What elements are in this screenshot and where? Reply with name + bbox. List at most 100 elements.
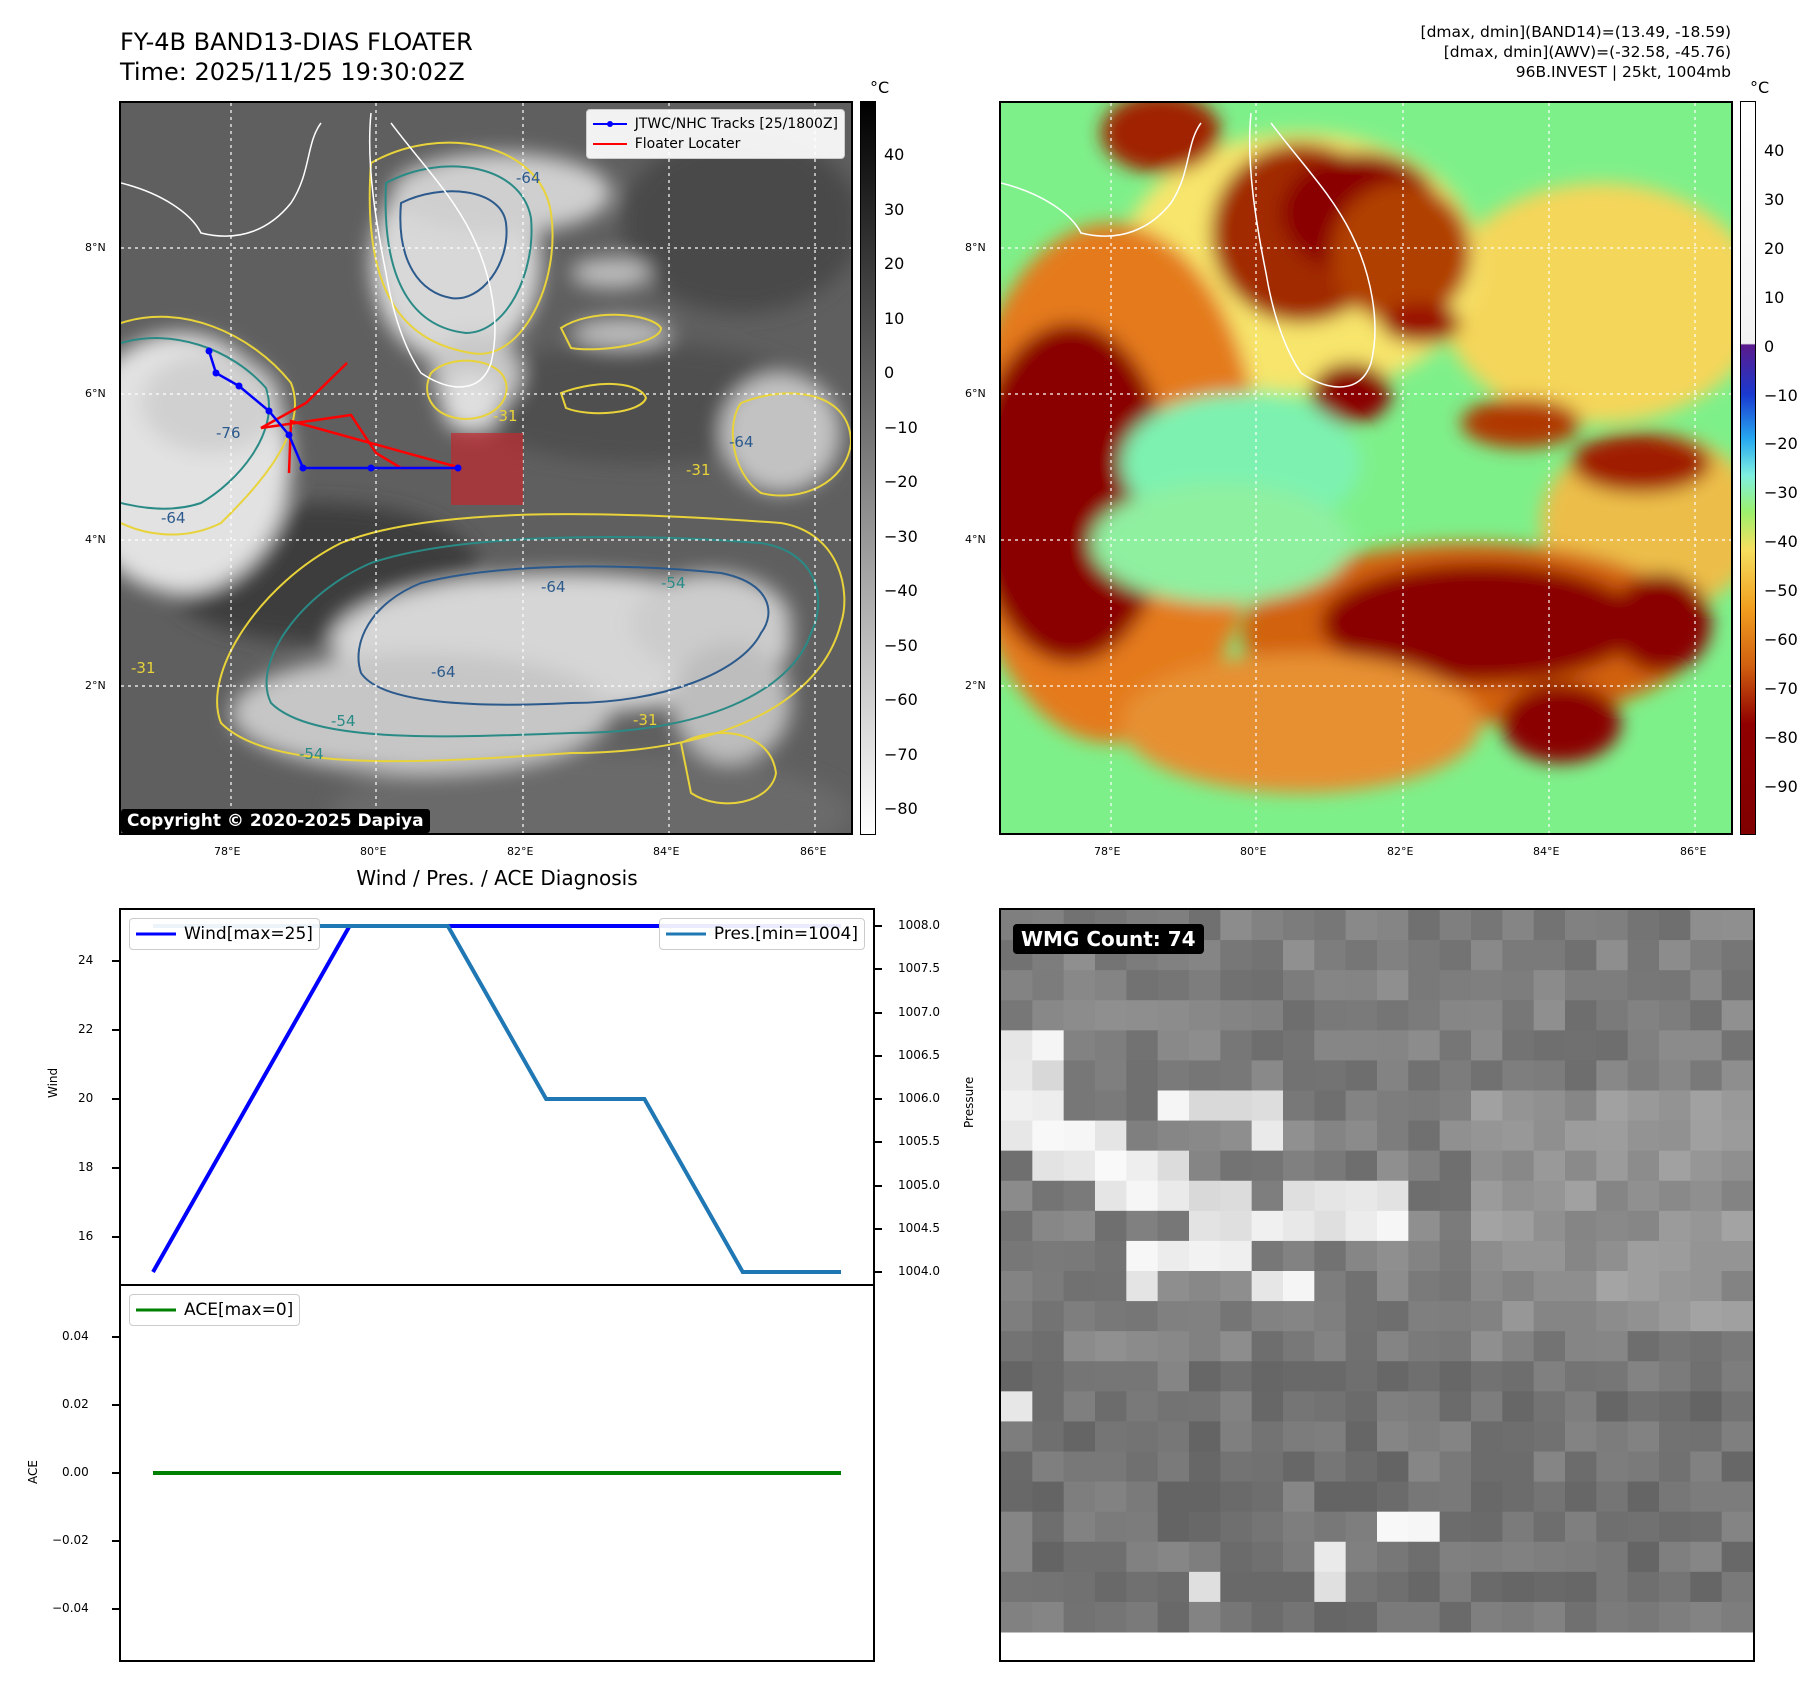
pressure-tick-label: 1006.0: [898, 1091, 940, 1105]
colorbar1: [860, 101, 876, 835]
ace-tick-label: 0.00: [62, 1465, 89, 1479]
pressure-tick-label: 1004.0: [898, 1264, 940, 1278]
svg-text:-64: -64: [729, 433, 754, 451]
svg-text:-31: -31: [633, 711, 658, 729]
floater-locater-line: [260, 362, 462, 474]
svg-text:-31: -31: [131, 659, 156, 677]
pressure-tick-label: 1006.5: [898, 1047, 940, 1062]
wmg-count-badge: WMG Count: 74: [1013, 924, 1204, 954]
lon-label: 82°E: [507, 845, 534, 858]
ace-ylabel: ACE: [26, 1460, 40, 1484]
ace-tick-label: −0.02: [52, 1533, 89, 1547]
wind-ylabel: Wind: [46, 1067, 60, 1098]
ace-legend-label: ACE[max=0]: [184, 1300, 294, 1320]
colorbar-tick-label: −40: [1764, 532, 1798, 552]
ace-plot: [153, 1471, 841, 1475]
lat-label: 8°N: [85, 241, 106, 254]
wind-tick-mark: [112, 1236, 119, 1239]
pressure-legend-label: Pres.[min=1004]: [713, 924, 858, 944]
wind-tick-label: 18: [78, 1160, 94, 1175]
colorbar-tick-label: −60: [1764, 630, 1798, 649]
ace-tick-mark: [112, 1336, 119, 1338]
colorbar1-unit: °C: [870, 78, 890, 97]
ace-tick-mark: [112, 1472, 119, 1474]
wind-legend-label: Wind[max=25]: [184, 924, 313, 944]
wind-tick-mark: [112, 1028, 119, 1031]
svg-text:-54: -54: [331, 712, 356, 730]
colorbar-tick-label: −90: [1764, 776, 1798, 796]
ace-panel: ACE[max=0]: [119, 1284, 875, 1662]
wmg-grid: [1001, 910, 1753, 1633]
colorbar-tick-label: 20: [884, 254, 905, 273]
colorbar-tick-label: −40: [884, 581, 918, 600]
pressure-line: [153, 924, 841, 1274]
ace-tick-label: −0.04: [52, 1601, 89, 1615]
pressure-legend: Pres.[min=1004]: [658, 918, 865, 950]
wind-line: [151, 924, 841, 1273]
wind-tick-label: 20: [78, 1091, 94, 1105]
pressure-tick-mark: [875, 1098, 882, 1100]
legend-jtwc: JTWC/NHC Tracks [25/1800Z]: [592, 114, 838, 134]
svg-text:-54: -54: [299, 745, 324, 763]
wind-legend: Wind[max=25]: [129, 918, 320, 950]
colorbar-tick-label: 40: [1764, 141, 1785, 160]
stats-line2: [dmax, dmin](AWV)=(-32.58, -45.76): [1443, 43, 1731, 61]
pressure-tick-mark: [875, 1141, 882, 1144]
pressure-ylabel: Pressure: [962, 1076, 976, 1128]
ace-tick-label: 0.04: [62, 1329, 89, 1343]
pressure-tick-label: 1004.5: [898, 1220, 940, 1235]
lon-label: 86°E: [1680, 845, 1707, 858]
colorbar-tick-label: 40: [884, 145, 905, 164]
diagnosis-title: Wind / Pres. / ACE Diagnosis: [356, 866, 638, 890]
lon-label: 78°E: [214, 845, 241, 858]
pressure-tick-mark: [875, 1054, 882, 1057]
wind-tick-mark: [112, 1167, 119, 1170]
title-line1: FY-4B BAND13-DIAS FLOATER: [120, 28, 473, 56]
lat-label: 4°N: [965, 533, 986, 546]
lat-label: 8°N: [965, 241, 986, 254]
pressure-tick-label: 1005.0: [898, 1177, 940, 1192]
colorbar-tick-label: −30: [884, 526, 918, 546]
svg-text:-31: -31: [686, 461, 711, 479]
colorbar2-unit: °C: [1750, 78, 1770, 97]
legend-locater: Floater Locater: [592, 134, 838, 154]
lon-label: 80°E: [1240, 845, 1267, 858]
colorbar-tick-label: 30: [1764, 189, 1785, 209]
lon-label: 84°E: [653, 845, 680, 858]
pressure-tick-mark: [875, 1271, 882, 1273]
colorbar-tick-label: −20: [884, 472, 918, 491]
wind-tick-mark: [112, 1098, 119, 1100]
stats-line3: 96B.INVEST | 25kt, 1004mb: [1515, 63, 1731, 81]
colorbar-tick-label: −10: [884, 417, 918, 437]
colorbar-tick-label: 0: [884, 363, 895, 382]
svg-text:-64: -64: [541, 578, 566, 596]
lon-label: 86°E: [800, 845, 827, 858]
colorbar-tick-label: −50: [1764, 581, 1798, 601]
colorbar-tick-label: −10: [1764, 385, 1798, 405]
title-line2: Time: 2025/11/25 19:30:02Z: [120, 58, 465, 86]
pressure-tick-label: 1007.0: [898, 1004, 940, 1019]
svg-text:-76: -76: [216, 424, 241, 442]
wind-tick-label: 24: [78, 952, 94, 967]
ir-map: -31 -31 -31 -31 -54 -54 -54 -64 -64 -64 …: [119, 101, 853, 835]
lat-label: 4°N: [85, 533, 106, 546]
ace-tick-label: 0.02: [62, 1397, 89, 1411]
awv-map: [999, 101, 1733, 835]
colorbar-tick-label: −80: [884, 799, 918, 818]
ir-map-svg: -31 -31 -31 -31 -54 -54 -54 -64 -64 -64 …: [121, 103, 851, 833]
ace-tick-mark: [112, 1608, 119, 1610]
ace-legend: ACE[max=0]: [129, 1294, 301, 1326]
lon-label: 80°E: [360, 845, 387, 858]
lat-label: 2°N: [965, 679, 986, 692]
lat-label: 2°N: [85, 679, 106, 692]
wind-pressure-panel: Wind[max=25] Pres.[min=1004]: [119, 908, 875, 1286]
svg-text:-31: -31: [493, 407, 518, 425]
lat-label: 6°N: [85, 387, 106, 400]
lon-label: 82°E: [1387, 845, 1414, 858]
wind-pressure-plot: [151, 924, 841, 1274]
ace-tick-mark: [112, 1404, 119, 1406]
lon-label: 84°E: [1533, 845, 1560, 858]
svg-text:-64: -64: [431, 663, 456, 681]
pressure-tick-mark: [875, 968, 882, 971]
awv-map-svg: [1001, 103, 1731, 833]
